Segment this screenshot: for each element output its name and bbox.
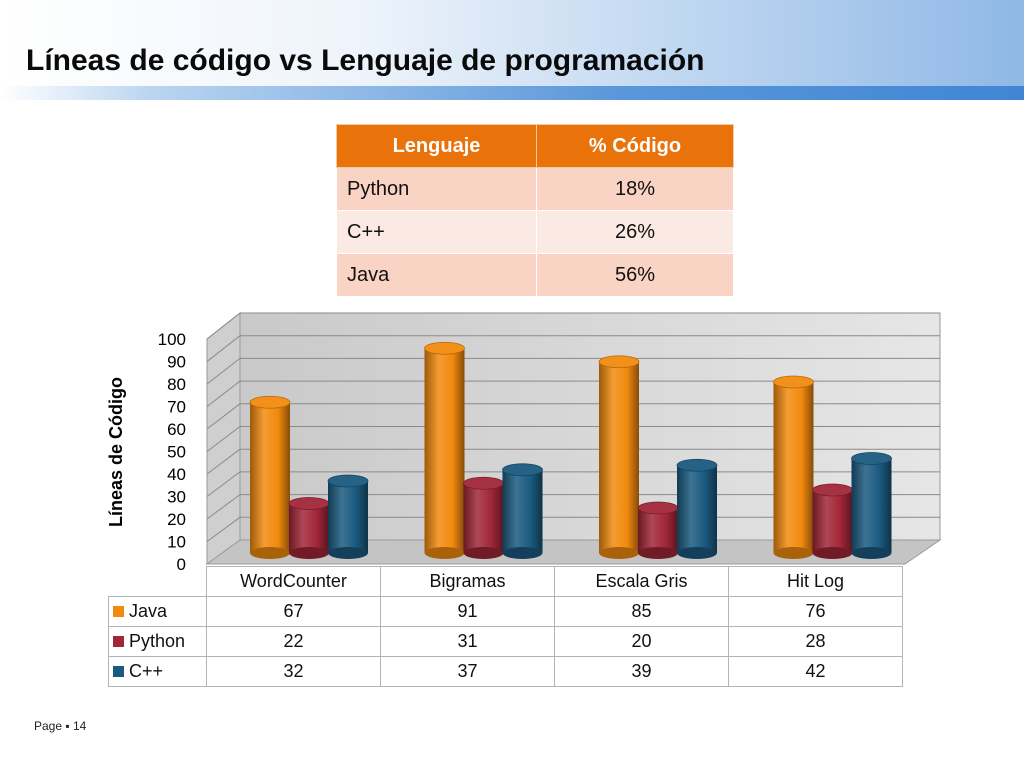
- legend-swatch-python: [113, 636, 124, 647]
- series-name: C++: [129, 661, 164, 681]
- y-tick-label: 80: [167, 375, 186, 394]
- bar-python-1: [463, 476, 504, 559]
- bar-cpp-1: [502, 463, 543, 559]
- series-row-cpp: C++ 32 37 39 42: [108, 656, 903, 687]
- bar-python-3: [812, 483, 853, 559]
- data-label: 39: [554, 656, 729, 687]
- table-row: C++ 26%: [336, 210, 734, 254]
- gridline: [206, 494, 241, 520]
- category-label: Escala Gris: [554, 566, 729, 597]
- y-axis-label: Líneas de Código: [106, 377, 126, 527]
- category-label: Hit Log: [728, 566, 903, 597]
- series-name: Java: [129, 601, 168, 621]
- category-label: Bigramas: [380, 566, 555, 597]
- y-tick-label: 40: [167, 465, 186, 484]
- header-language: Lenguaje: [336, 124, 537, 168]
- page-label: Page: [34, 719, 63, 733]
- table-row: Python 18%: [336, 167, 734, 211]
- chart-data-table: WordCounter Bigramas Escala Gris Hit Log…: [108, 566, 903, 687]
- data-label: 32: [206, 656, 381, 687]
- gridline: [206, 426, 241, 452]
- percent-cell: 18%: [536, 167, 734, 211]
- percent-cell: 56%: [536, 253, 734, 297]
- percent-cell: 26%: [536, 210, 734, 254]
- data-label: 42: [728, 656, 903, 687]
- bar-chart: 0 10 20 30 40 50 60 70 80 90 100 Líneas de Código: [106, 311, 942, 570]
- bullet-icon: ▪: [65, 719, 70, 733]
- gridline: [206, 471, 241, 497]
- header-banner: [0, 0, 1024, 100]
- data-label: 76: [728, 596, 903, 627]
- gridline: [206, 403, 241, 430]
- gridline: [206, 335, 241, 362]
- data-label: 67: [206, 596, 381, 627]
- bar-java-3: [773, 375, 814, 559]
- page-footer: Page ▪ 14: [34, 719, 86, 733]
- y-tick-label: 20: [167, 510, 186, 529]
- data-label: 37: [380, 656, 555, 687]
- y-tick-label: 50: [167, 443, 186, 462]
- y-tick-label: 0: [177, 555, 186, 570]
- data-label: 91: [380, 596, 555, 627]
- series-name: Python: [129, 631, 186, 651]
- gridline: [206, 380, 241, 407]
- gridline: [206, 312, 241, 340]
- y-tick-label: 100: [158, 330, 186, 349]
- page-number: 14: [72, 719, 87, 733]
- bar-cpp-0: [327, 474, 369, 559]
- bar-python-2: [637, 501, 679, 559]
- header-code-percent: % Código: [536, 124, 734, 168]
- y-tick-label: 60: [167, 420, 186, 439]
- bar-java-2: [598, 355, 640, 559]
- slide-title: Líneas de código vs Lenguaje de programa…: [26, 44, 705, 77]
- data-label: 28: [728, 626, 903, 657]
- gridline: [206, 448, 241, 475]
- data-label: 31: [380, 626, 555, 657]
- data-label: 85: [554, 596, 729, 627]
- language-cell: Python: [336, 167, 537, 211]
- legend-swatch-java: [113, 606, 124, 617]
- floor: [205, 539, 942, 565]
- y-tick-label: 30: [167, 488, 186, 507]
- bar-cpp-2: [676, 458, 718, 559]
- y-axis-ticks: 0 10 20 30 40 50 60 70 80 90 100: [158, 330, 186, 570]
- gridline: [206, 516, 241, 542]
- legend-swatch-cpp: [113, 666, 124, 677]
- category-label: WordCounter: [206, 566, 381, 597]
- language-share-table: Lenguaje % Código Python 18% C++ 26% Jav…: [336, 124, 734, 297]
- data-label: 20: [554, 626, 729, 657]
- bar-cpp-3: [851, 452, 892, 559]
- series-row-java: Java 67 91 85 76: [108, 596, 903, 627]
- language-cell: C++: [336, 210, 537, 254]
- language-cell: Java: [336, 253, 537, 297]
- chart-bars: [249, 341, 892, 559]
- bar-java-1: [424, 341, 465, 559]
- gridline: [206, 358, 241, 385]
- table-row: Java 56%: [336, 253, 734, 297]
- y-tick-label: 90: [167, 353, 186, 372]
- data-label: 22: [206, 626, 381, 657]
- bar-java-0: [249, 395, 291, 559]
- y-tick-label: 70: [167, 398, 186, 417]
- series-row-python: Python 22 31 20 28: [108, 626, 903, 657]
- bar-python-0: [288, 497, 330, 559]
- y-tick-label: 10: [167, 533, 186, 552]
